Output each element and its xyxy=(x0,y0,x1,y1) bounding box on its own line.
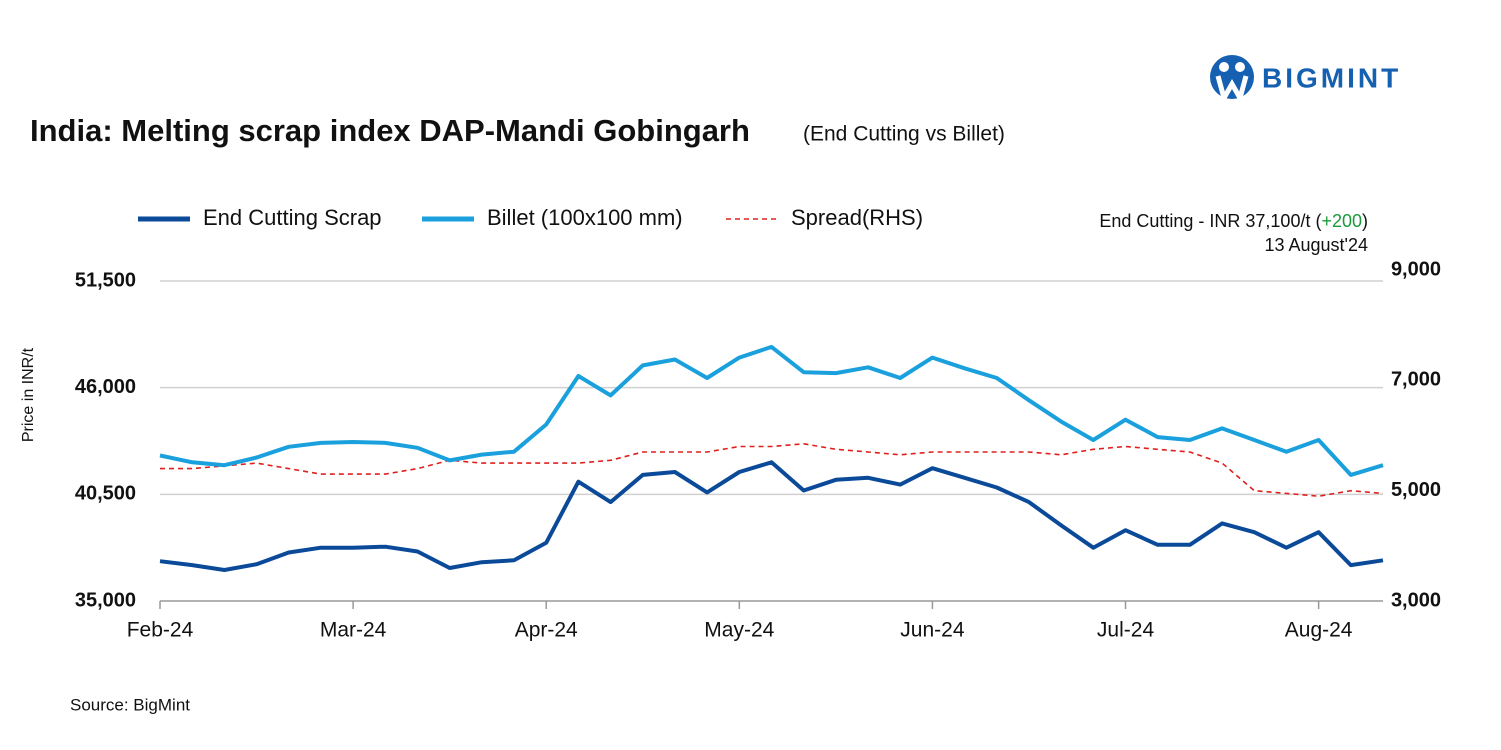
y2-tick-label: 7,000 xyxy=(1391,369,1441,391)
y-tick-label: 46,000 xyxy=(75,376,136,398)
annotation: End Cutting - INR 37,100/t (+200) xyxy=(1099,211,1368,231)
x-tick-label: Aug-24 xyxy=(1285,619,1353,642)
legend-label: Billet (100x100 mm) xyxy=(487,205,683,230)
y-tick-label: 40,500 xyxy=(75,483,136,505)
y2-tick-label: 3,000 xyxy=(1391,589,1441,611)
x-tick-label: Jul-24 xyxy=(1097,619,1155,642)
chart-title: India: Melting scrap index DAP-Mandi Gob… xyxy=(30,113,750,148)
series-line xyxy=(159,460,1384,572)
x-tick-label: Feb-24 xyxy=(127,619,194,642)
x-tick-label: May-24 xyxy=(704,619,774,642)
x-tick-label: Apr-24 xyxy=(515,619,578,642)
y-axis-label: Price in INR/t xyxy=(20,347,37,442)
y-tick-label: 51,500 xyxy=(75,269,136,291)
logo-icon xyxy=(1210,55,1254,105)
series-line xyxy=(160,443,1384,497)
logo-text: BIGMINT xyxy=(1262,62,1401,93)
x-tick-label: Mar-24 xyxy=(320,619,387,642)
annotation-text: End Cutting - INR 37,100/t ( xyxy=(1099,211,1321,231)
annotation-close: ) xyxy=(1362,211,1368,231)
chart-subtitle: (End Cutting vs Billet) xyxy=(803,123,1005,146)
y2-tick-label: 9,000 xyxy=(1391,258,1441,280)
y-tick-label: 35,000 xyxy=(75,589,136,611)
annotation-date: 13 August'24 xyxy=(1264,235,1368,255)
annotation-change: +200 xyxy=(1321,211,1362,231)
series-line xyxy=(159,344,1384,477)
source: Source: BigMint xyxy=(70,695,190,714)
x-tick-label: Jun-24 xyxy=(900,619,965,642)
legend-label: Spread(RHS) xyxy=(791,205,923,230)
y2-tick-label: 5,000 xyxy=(1391,479,1441,501)
legend-label: End Cutting Scrap xyxy=(203,205,382,230)
